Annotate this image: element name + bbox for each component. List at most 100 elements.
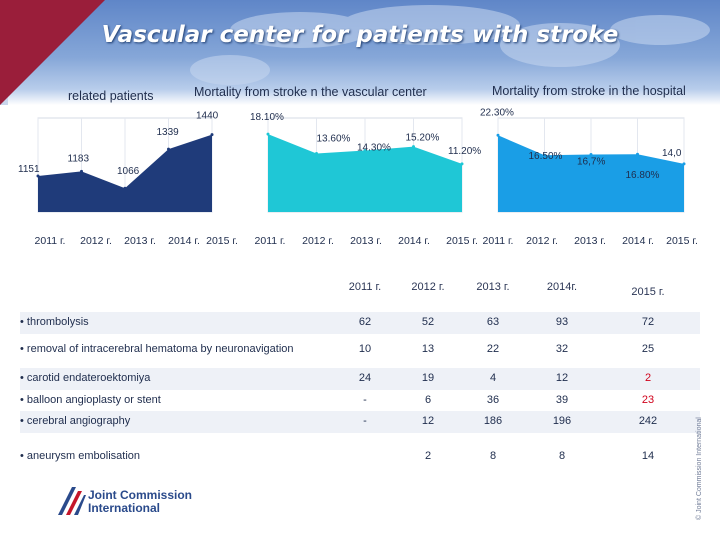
charts-canvas: 1151 1183 1066 1339 1440 2011 г. 2012 г. 2013 г…: [18, 107, 698, 247]
table-cell: 8: [489, 450, 497, 462]
jci-logo-mark: [58, 487, 86, 515]
x-tick-label: 2012 г.: [80, 235, 112, 247]
series-area: [38, 134, 212, 212]
table-header-2014: 2014г.: [546, 281, 578, 293]
row-label: • removal of intracerebral hematoma by n…: [20, 343, 294, 355]
data-point: [167, 147, 170, 151]
row-label: • balloon angioplasty or stent: [20, 394, 161, 406]
copyright-notice: © Joint Commission International: [696, 417, 703, 520]
x-tick-label: 2013 г.: [124, 235, 156, 247]
table-cell: 32: [555, 343, 569, 355]
data-point: [412, 145, 415, 149]
table-cell: 23: [641, 394, 655, 406]
data-point: [315, 152, 318, 156]
data-point: [210, 133, 214, 137]
row-band: [20, 411, 700, 433]
data-point: [36, 174, 40, 178]
data-point: [123, 186, 127, 190]
chart-mortality-hospital: 22.30% 16.50% 16,7% 16.80%14,0 2011 г. 2012 г…: [480, 107, 698, 247]
data-label: 1440: [196, 111, 219, 122]
table-cell: 8: [558, 450, 566, 462]
data-label: 11.20%: [448, 146, 481, 157]
row-band: [20, 312, 700, 334]
table-cell: 6: [424, 394, 432, 406]
data-label: 15.20%: [406, 133, 440, 144]
logo-line-1: Joint Commission: [88, 488, 193, 502]
data-label: 22.30%: [480, 107, 514, 118]
chart2-title: Mortality from stroke n the vascular cen…: [194, 85, 427, 99]
table-cell: 13: [421, 343, 435, 355]
logo-text: Joint Commission International: [88, 489, 192, 515]
table-row: • removal of intracerebral hematoma by n…: [20, 339, 700, 361]
chart3-title: Mortality from stroke in the hospital: [492, 84, 686, 98]
table-cell: 72: [641, 316, 655, 328]
table-row: • cerebral angiography - 12 186 196 242: [20, 411, 700, 433]
x-tick-label: 2012 г.: [302, 235, 334, 247]
data-label: 18.10%: [250, 112, 284, 123]
table-row: • thrombolysis 62 52 63 93 72: [20, 312, 700, 334]
table-cell: 186: [483, 415, 503, 427]
chart-related-patients: 1151 1183 1066 1339 1440 2011 г. 2012 г. 2013 г…: [18, 111, 238, 247]
table-cell: 39: [555, 394, 569, 406]
header-banner: Vascular center for patients with stroke: [0, 0, 720, 105]
logo-line-2: International: [88, 501, 161, 515]
table-row: • aneurysm embolisation 2 8 8 14: [20, 446, 700, 468]
table-cell: 4: [489, 372, 497, 384]
row-label: • cerebral angiography: [20, 415, 131, 427]
table-cell: 19: [421, 372, 435, 384]
page-title: Vascular center for patients with stroke: [101, 22, 619, 48]
data-label: 1066: [117, 166, 140, 177]
chart1-title: related patients: [68, 89, 154, 103]
x-tick-label: 2011 г.: [255, 235, 286, 247]
data-point: [543, 153, 546, 157]
x-tick-label: 2013 г.: [350, 235, 382, 247]
world-map-background: [190, 5, 710, 85]
data-point: [636, 152, 639, 156]
table-row: • balloon angioplasty or stent - 6 36 39 23: [20, 390, 700, 412]
table-cell: -: [363, 415, 367, 427]
table-cell: 93: [555, 316, 569, 328]
table-cell: 52: [421, 316, 435, 328]
table-cell: 62: [358, 316, 372, 328]
data-label: 16,7%: [577, 157, 605, 168]
x-tick-label: 2015 г.: [666, 235, 698, 247]
table-cell: 63: [486, 316, 500, 328]
x-tick-label: 2015 г.: [446, 235, 478, 247]
table-cell: 196: [552, 415, 572, 427]
table-cell: 25: [641, 343, 655, 355]
data-label: 14.30%: [357, 143, 391, 154]
data-label: 16.50%: [529, 151, 563, 162]
x-tick-label: 2012 г.: [526, 235, 558, 247]
table-header-2012: 2012 г.: [411, 281, 445, 293]
x-tick-label: 2011 г.: [35, 235, 66, 247]
table-cell: 22: [486, 343, 500, 355]
row-label: • thrombolysis: [20, 316, 89, 328]
data-point: [460, 162, 464, 166]
table-cell: 2: [644, 372, 652, 384]
data-label: 16.80%: [626, 170, 660, 181]
data-point: [363, 149, 367, 153]
x-tick-label: 2015 г.: [206, 235, 238, 247]
x-tick-label: 2014 г.: [622, 235, 654, 247]
data-point: [496, 133, 500, 137]
row-label: • carotid endateroektomiya: [20, 372, 151, 384]
data-label: 1151: [18, 164, 40, 175]
data-label: 14,0: [662, 148, 682, 159]
table-cell: 12: [421, 415, 435, 427]
x-tick-label: 2013 г.: [574, 235, 606, 247]
table-cell: 24: [358, 372, 372, 384]
data-label: 13.60%: [317, 134, 351, 145]
table-header-2015: 2015 г.: [631, 286, 665, 298]
jci-logo: Joint Commission International: [58, 487, 192, 521]
table-cell: 36: [486, 394, 500, 406]
table-cell: 14: [641, 450, 655, 462]
table-header-2011: 2011 г.: [348, 281, 382, 293]
table-row: • carotid endateroektomiya 24 19 4 12 2: [20, 368, 700, 390]
data-point: [80, 169, 83, 173]
x-tick-label: 2014 г.: [168, 235, 200, 247]
data-point: [266, 132, 270, 136]
row-label: • aneurysm embolisation: [20, 450, 141, 462]
row-band: [20, 368, 700, 390]
data-point: [589, 153, 593, 157]
data-label: 1339: [157, 127, 180, 138]
